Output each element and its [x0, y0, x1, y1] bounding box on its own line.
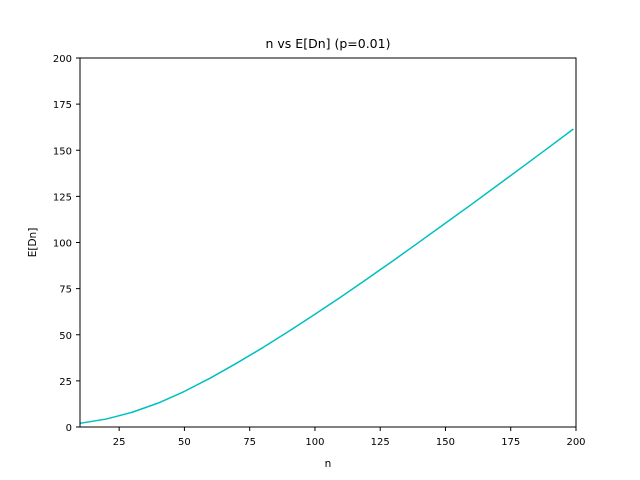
x-tick-label: 175	[501, 437, 520, 448]
x-axis: 25 50 75 100 125 150 175 200	[113, 427, 586, 448]
y-tick-label: 200	[53, 54, 72, 65]
y-axis-label: E[Dn]	[27, 228, 39, 258]
plot-area	[80, 58, 576, 427]
y-tick-label: 175	[53, 100, 72, 111]
y-tick-label: 25	[59, 377, 72, 388]
x-axis-label: n	[325, 458, 332, 470]
y-tick-label: 50	[59, 331, 72, 342]
series-line-0	[79, 128, 574, 425]
x-tick-label: 125	[371, 437, 390, 448]
chart-title: n vs E[Dn] (p=0.01)	[266, 36, 391, 51]
series-layer	[79, 128, 574, 425]
x-tick-label: 75	[243, 437, 256, 448]
x-tick-label: 200	[566, 437, 585, 448]
x-tick-label: 25	[113, 437, 126, 448]
x-tick-label: 50	[178, 437, 191, 448]
y-tick-label: 0	[66, 423, 72, 434]
y-tick-label: 100	[53, 239, 72, 250]
x-tick-label: 150	[436, 437, 455, 448]
y-tick-label: 150	[53, 146, 72, 157]
x-tick-label: 100	[305, 437, 324, 448]
y-axis: 0 25 50 75 100 125 150 175 200	[53, 54, 80, 434]
y-tick-label: 125	[53, 192, 72, 203]
y-tick-label: 75	[59, 285, 72, 296]
